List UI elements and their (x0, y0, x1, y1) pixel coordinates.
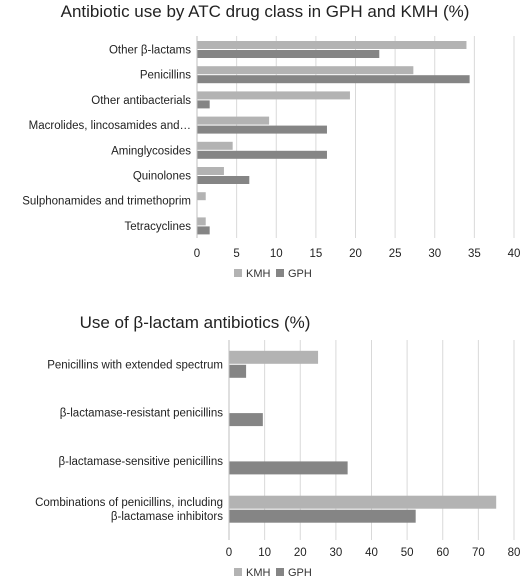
chart2-bar-gph (229, 413, 263, 427)
chart1-bar-gph (197, 226, 210, 235)
chart2-bar-gph (229, 461, 348, 475)
chart2-bar-kmh (229, 495, 497, 509)
chart2-x-tick-label: 80 (508, 547, 520, 559)
chart2-legend-swatch (276, 568, 284, 576)
chart1-bar-kmh (197, 66, 414, 75)
chart1-category-label: Quinolones (133, 171, 191, 183)
chart1-legend-label: GPH (288, 268, 312, 280)
chart1-bar-kmh (197, 91, 350, 100)
chart2-category-label: β-lactamase-resistant penicillins (60, 408, 223, 420)
chart1-bar-kmh (197, 192, 206, 201)
chart1-legend-swatch (234, 269, 242, 277)
chart1-x-tick-label: 35 (468, 248, 481, 260)
chart1-x-tick-label: 25 (389, 248, 402, 260)
chart1-bar-kmh (197, 217, 206, 226)
chart1-x-tick-label: 5 (233, 248, 239, 260)
chart1-bar-kmh (197, 116, 270, 125)
chart2-x-tick-label: 0 (226, 547, 232, 559)
chart1-bar-gph (197, 150, 327, 159)
chart1-category-label: Aminglycosides (111, 145, 191, 157)
chart2-x-tick-label: 60 (436, 547, 449, 559)
antibiotic-use-chart: Antibiotic use by ATC drug class in GPH … (22, 2, 520, 280)
chart1-bar-kmh (197, 141, 233, 150)
chart1-category-label: Macrolides, lincosamides and… (29, 120, 191, 132)
chart1-category-label: Other antibacterials (91, 95, 191, 107)
chart2-category-label: Combinations of penicillins, including β-… (35, 497, 223, 523)
chart1-x-tick-label: 20 (349, 248, 362, 260)
chart1-bar-gph (197, 75, 470, 84)
chart2-legend-label: KMH (246, 567, 271, 579)
chart1-category-label: Penicillins (140, 70, 191, 82)
chart2-category-label: β-lactamase-sensitive penicillins (59, 456, 224, 468)
chart1-category-label: Tetracyclines (125, 221, 192, 233)
chart1-x-tick-label: 30 (428, 248, 441, 260)
chart2-x-tick-label: 20 (294, 547, 307, 559)
chart1-x-tick-label: 15 (309, 248, 322, 260)
chart1-x-tick-label: 0 (194, 248, 200, 260)
chart1-x-tick-label: 40 (508, 248, 520, 260)
chart1-category-label: Sulphonamides and trimethoprim (22, 196, 191, 208)
chart1-legend-swatch (276, 269, 284, 277)
chart1-bar-gph (197, 100, 210, 109)
chart2-x-tick-label: 40 (365, 547, 378, 559)
chart2-x-tick-label: 10 (258, 547, 271, 559)
chart2-legend-swatch (234, 568, 242, 576)
chart1-legend-label: KMH (246, 268, 271, 280)
chart2-bar-kmh (229, 350, 319, 364)
chart2-x-tick-label: 50 (401, 547, 414, 559)
chart1-bar-kmh (197, 167, 224, 175)
chart1-category-label: Other β-lactams (109, 45, 191, 57)
beta-lactam-use-chart: Use of β-lactam antibiotics (%) Penicill… (35, 313, 520, 579)
chart2-x-tick-label: 70 (472, 547, 485, 559)
chart1-bar-gph (197, 176, 250, 184)
chart2-category-label: Penicillins with extended spectrum (47, 359, 223, 371)
chart1-title: Antibiotic use by ATC drug class in GPH … (61, 2, 470, 21)
chart1-x-tick-label: 10 (270, 248, 283, 260)
chart2-bar-gph (229, 364, 247, 378)
chart1-bar-gph (197, 125, 327, 134)
chart2-legend-label: GPH (288, 567, 312, 579)
chart2-bar-gph (229, 509, 416, 523)
chart2-title: Use of β-lactam antibiotics (%) (80, 313, 311, 332)
chart1-bar-gph (197, 50, 380, 58)
chart1-bar-kmh (197, 41, 467, 49)
chart2-x-tick-label: 30 (329, 547, 342, 559)
